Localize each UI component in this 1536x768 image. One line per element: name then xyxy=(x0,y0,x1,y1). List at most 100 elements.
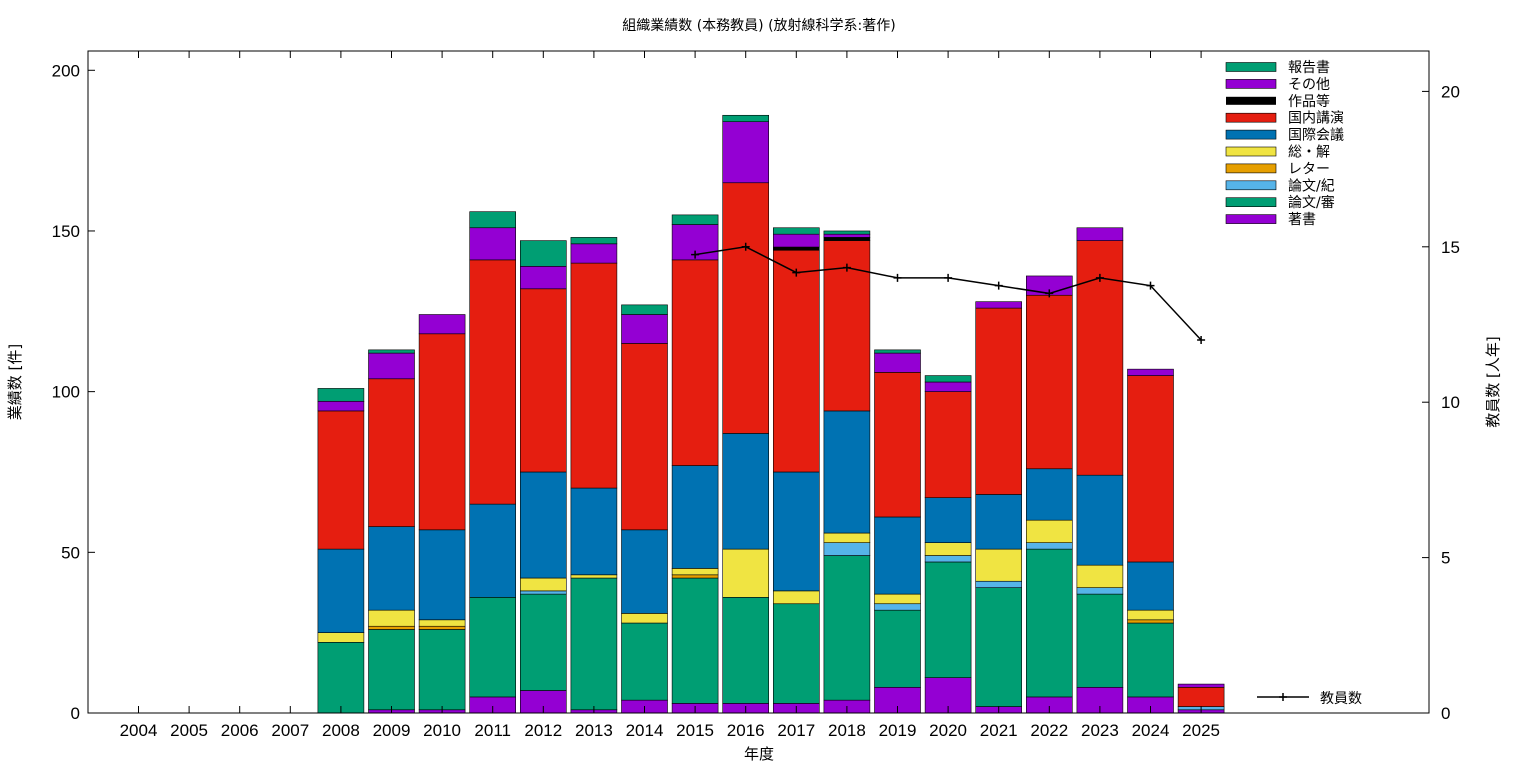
bar-segment xyxy=(823,233,871,238)
bar-segment xyxy=(874,609,921,688)
bar-segment xyxy=(418,314,466,335)
bar-segment xyxy=(975,548,1023,582)
legend-label: レター xyxy=(1288,161,1330,177)
legend-label: 国際会議 xyxy=(1288,127,1344,144)
bar-segment xyxy=(1127,619,1174,624)
x-tick-label: 2019 xyxy=(879,721,917,740)
bar-segment xyxy=(519,471,567,579)
legend-swatch xyxy=(1225,62,1277,72)
bar-segment xyxy=(823,542,871,556)
legend-swatch xyxy=(1225,180,1277,191)
bar-segment xyxy=(722,597,770,704)
bar-segment xyxy=(570,243,618,264)
bar-segment xyxy=(621,304,668,315)
bar-segment xyxy=(874,352,921,373)
legend-label: 報告書 xyxy=(1288,60,1330,76)
bar-segment xyxy=(924,497,972,543)
x-tick-label: 2015 xyxy=(676,721,714,740)
x-tick-label: 2023 xyxy=(1081,721,1119,740)
line-point xyxy=(691,250,700,259)
x-tick-label: 2010 xyxy=(423,721,461,740)
bar-segment xyxy=(469,259,517,505)
y2-tick-label: 15 xyxy=(1441,238,1460,257)
plot-frame xyxy=(87,50,1430,714)
bar-segment xyxy=(570,487,618,576)
bar-segment xyxy=(621,622,668,701)
bar-segment xyxy=(570,237,618,245)
bar-segment xyxy=(823,230,871,235)
x-tick-label: 2017 xyxy=(777,721,815,740)
legend-label: 著書 xyxy=(1288,212,1316,228)
bar-segment xyxy=(772,471,820,592)
legend-label-line: 教員数 xyxy=(1320,691,1362,707)
legend-swatch xyxy=(1225,79,1277,89)
bar-segment xyxy=(418,529,466,621)
bar-segment xyxy=(1127,561,1174,611)
y2-tick-label: 5 xyxy=(1441,549,1450,568)
bar-segment xyxy=(823,410,871,534)
bar-segment xyxy=(975,580,1023,588)
y2-axis: 0 5 10 15 20 xyxy=(1422,82,1460,723)
line-point xyxy=(1045,289,1054,298)
bar-segment xyxy=(1076,593,1124,688)
bar-segment xyxy=(874,593,921,605)
line-series-faculty xyxy=(694,246,1202,341)
bar-segment xyxy=(924,555,972,563)
bar-segment xyxy=(1127,609,1174,621)
bar-segment xyxy=(823,532,871,543)
bar-segment xyxy=(1127,375,1174,563)
y2-tick-label: 20 xyxy=(1441,82,1460,101)
y-axis-label: 業績数 [件] xyxy=(6,344,24,420)
legend-swatch xyxy=(1225,146,1277,157)
legend-label: 論文/審 xyxy=(1288,195,1335,211)
bar-segment xyxy=(418,629,466,711)
bar-segment xyxy=(772,590,820,605)
line-point xyxy=(994,281,1003,290)
bar-segment xyxy=(924,375,972,383)
bar-segment xyxy=(671,214,719,225)
legend-swatch xyxy=(1225,197,1277,207)
bar-segment xyxy=(621,343,668,531)
line-point xyxy=(1146,281,1155,290)
legend-swatch xyxy=(1225,163,1277,174)
line-group xyxy=(691,242,1206,345)
y-axis: 0 50 100 150 200 xyxy=(52,61,95,723)
bar-segment xyxy=(671,465,719,569)
bar-segment xyxy=(519,593,567,691)
y-tick-label: 50 xyxy=(61,543,80,562)
x-axis-label: 年度 xyxy=(744,745,774,763)
bar-segment xyxy=(368,625,415,630)
y2-axis-label: 教員数 [人年] xyxy=(1484,336,1502,427)
x-tick-label: 2018 xyxy=(828,721,866,740)
line-point xyxy=(1095,273,1104,282)
bar-segment xyxy=(368,629,415,711)
legend-swatch xyxy=(1225,214,1277,224)
bar-segment xyxy=(418,619,466,627)
bar-segment xyxy=(519,577,567,592)
x-tick-label: 2009 xyxy=(373,721,411,740)
bar-segment xyxy=(418,625,466,630)
y-tick-label: 100 xyxy=(52,383,80,402)
bar-segment xyxy=(1127,622,1174,698)
bar-segment xyxy=(519,266,567,290)
bar-segment xyxy=(621,529,668,614)
bar-segment xyxy=(519,288,567,473)
bar-segment xyxy=(722,121,770,184)
x-tick-label: 2012 xyxy=(524,721,562,740)
x-tick-label: 2020 xyxy=(929,721,967,740)
bar-segment xyxy=(317,400,365,412)
bar-segment xyxy=(317,410,365,550)
bar-segment xyxy=(368,609,415,627)
bar-segment xyxy=(722,114,770,122)
bar-segment xyxy=(1177,683,1225,688)
legend-swatch xyxy=(1226,96,1276,105)
bar-segment xyxy=(1026,548,1073,698)
bar-segment xyxy=(570,574,618,579)
bar-segment xyxy=(317,388,365,402)
bar-segment xyxy=(975,307,1023,495)
bar-segment xyxy=(317,632,365,643)
bar-segment xyxy=(924,561,972,678)
x-tick-label: 2011 xyxy=(474,721,511,740)
